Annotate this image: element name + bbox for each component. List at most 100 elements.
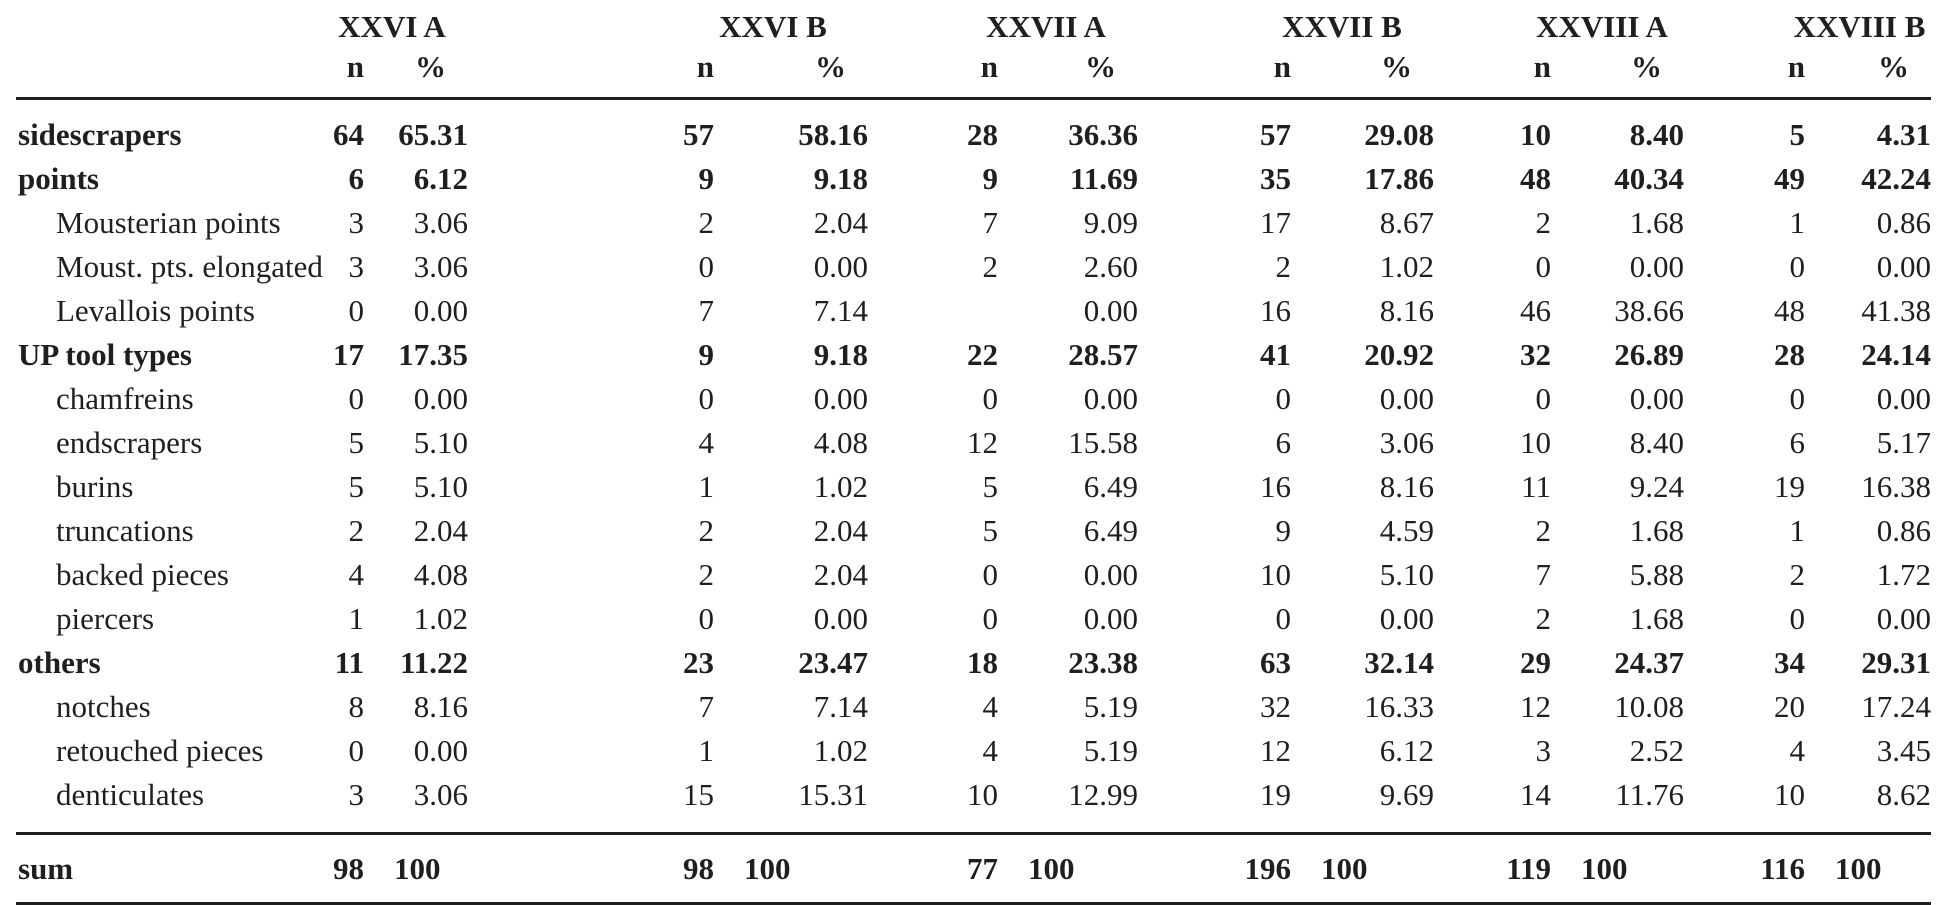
pct-value: 5.10 [413, 425, 468, 460]
sum-n-value: 116 [1684, 832, 1805, 905]
pct-value: 2.04 [813, 513, 868, 548]
column-group-header: XXVI A [338, 9, 446, 44]
pct-value: 8.16 [413, 689, 468, 724]
n-value: 12 [1520, 689, 1551, 724]
row-label: burins [56, 469, 134, 504]
n-value: 9 [698, 337, 715, 372]
pct-value: 6.49 [1083, 469, 1138, 504]
n-value: 57 [683, 117, 714, 152]
pct-value: 11.69 [1069, 161, 1138, 196]
pct-value: 1.02 [413, 601, 468, 636]
sum-pct-value: 100 [1551, 832, 1684, 905]
n-value: 0 [982, 601, 999, 636]
n-value: 0 [1275, 601, 1292, 636]
pct-value: 1.02 [1379, 249, 1434, 284]
pct-value: 5.17 [1876, 425, 1931, 460]
table-row: denticulates 3 3.06 15 15.31 10 12.99 19 9.69 14 1… [16, 773, 1931, 834]
n-value: 0 [698, 601, 715, 636]
pct-value: 5.19 [1083, 733, 1138, 768]
n-value: 28 [1774, 337, 1805, 372]
pct-value: 3.06 [413, 777, 468, 812]
n-value: 1 [1789, 205, 1806, 240]
pct-value: 8.67 [1379, 205, 1434, 240]
pct-value: 9.18 [813, 161, 868, 196]
n-value: 10 [1520, 425, 1551, 460]
pct-value: 8.16 [1379, 293, 1434, 328]
n-value: 28 [967, 117, 998, 152]
pct-value: 65.31 [398, 117, 468, 152]
pct-value: 2.60 [1083, 249, 1138, 284]
n-value: 4 [982, 733, 999, 768]
n-value: 0 [1789, 601, 1806, 636]
pct-column-header: % [1291, 49, 1434, 100]
n-value: 7 [1535, 557, 1552, 592]
column-group-header: XXVI B [719, 9, 827, 44]
n-value: 5 [982, 469, 999, 504]
n-value: 19 [1260, 777, 1291, 812]
pct-value: 0.00 [1083, 601, 1138, 636]
n-value: 6 [1789, 425, 1806, 460]
n-value: 2 [698, 513, 715, 548]
n-value: 35 [1260, 161, 1291, 196]
n-value: 0 [982, 557, 999, 592]
table-row: Moust. pts. elongated 3 3.06 0 0.00 2 2.60 2 1.0… [16, 245, 1931, 289]
n-value: 0 [1789, 249, 1806, 284]
table-row: piercers 1 1.02 0 0.00 0 0.00 0 0.00 2 1.68 0 0.00 [16, 597, 1931, 641]
n-value: 0 [348, 733, 365, 768]
pct-value: 3.06 [413, 249, 468, 284]
pct-value: 24.14 [1861, 337, 1931, 372]
pct-value: 32.14 [1364, 645, 1434, 680]
pct-value: 1.68 [1629, 513, 1684, 548]
n-value: 5 [982, 513, 999, 548]
pct-value: 29.08 [1364, 117, 1434, 152]
n-value: 0 [1789, 381, 1806, 416]
header-sub-row: n% n% n% n% n% n% [16, 49, 1931, 100]
row-label: Moust. pts. elongated [56, 249, 323, 284]
pct-value: 16.38 [1861, 469, 1931, 504]
n-value: 2 [982, 249, 999, 284]
n-value: 14 [1520, 777, 1551, 812]
sum-pct-value: 100 [1805, 832, 1931, 905]
n-value: 0 [1275, 381, 1292, 416]
pct-value: 11.76 [1615, 777, 1684, 812]
n-value: 22 [967, 337, 998, 372]
n-column-header: n [316, 49, 364, 100]
pct-value: 3.06 [1379, 425, 1434, 460]
row-label: others [18, 645, 101, 680]
n-value: 0 [698, 249, 715, 284]
row-label: denticulates [56, 777, 205, 812]
n-value: 20 [1774, 689, 1805, 724]
table-row: UP tool types 17 17.35 9 9.18 22 28.57 41 20.92 3… [16, 333, 1931, 377]
n-column-header: n [1434, 49, 1551, 100]
pct-value: 1.72 [1876, 557, 1931, 592]
sum-n-value: 196 [1138, 832, 1291, 905]
pct-value: 26.89 [1614, 337, 1684, 372]
table-row: notches 8 8.16 7 7.14 4 5.19 32 16.33 12 10.08 20 17… [16, 685, 1931, 729]
n-value: 29 [1520, 645, 1551, 680]
n-value: 32 [1520, 337, 1551, 372]
n-value: 32 [1260, 689, 1291, 724]
pct-value: 17.86 [1364, 161, 1434, 196]
pct-value: 0.00 [1083, 293, 1138, 328]
n-value: 17 [333, 337, 364, 372]
n-value: 17 [1260, 205, 1291, 240]
n-value [868, 289, 998, 333]
n-value: 2 [1535, 205, 1552, 240]
n-value: 48 [1520, 161, 1551, 196]
n-value: 46 [1520, 293, 1551, 328]
n-value: 3 [348, 777, 365, 812]
pct-value: 1.02 [813, 733, 868, 768]
row-label: Levallois points [56, 293, 255, 328]
pct-column-header: % [1551, 49, 1684, 100]
n-value: 4 [698, 425, 715, 460]
n-value: 10 [967, 777, 998, 812]
n-value: 0 [1535, 249, 1552, 284]
pct-value: 9.24 [1629, 469, 1684, 504]
pct-value: 0.00 [413, 293, 468, 328]
n-value: 3 [348, 205, 365, 240]
column-group-header: XXVII A [986, 9, 1106, 44]
n-value: 1 [1789, 513, 1806, 548]
n-value: 2 [1535, 601, 1552, 636]
n-value: 10 [1774, 777, 1805, 812]
